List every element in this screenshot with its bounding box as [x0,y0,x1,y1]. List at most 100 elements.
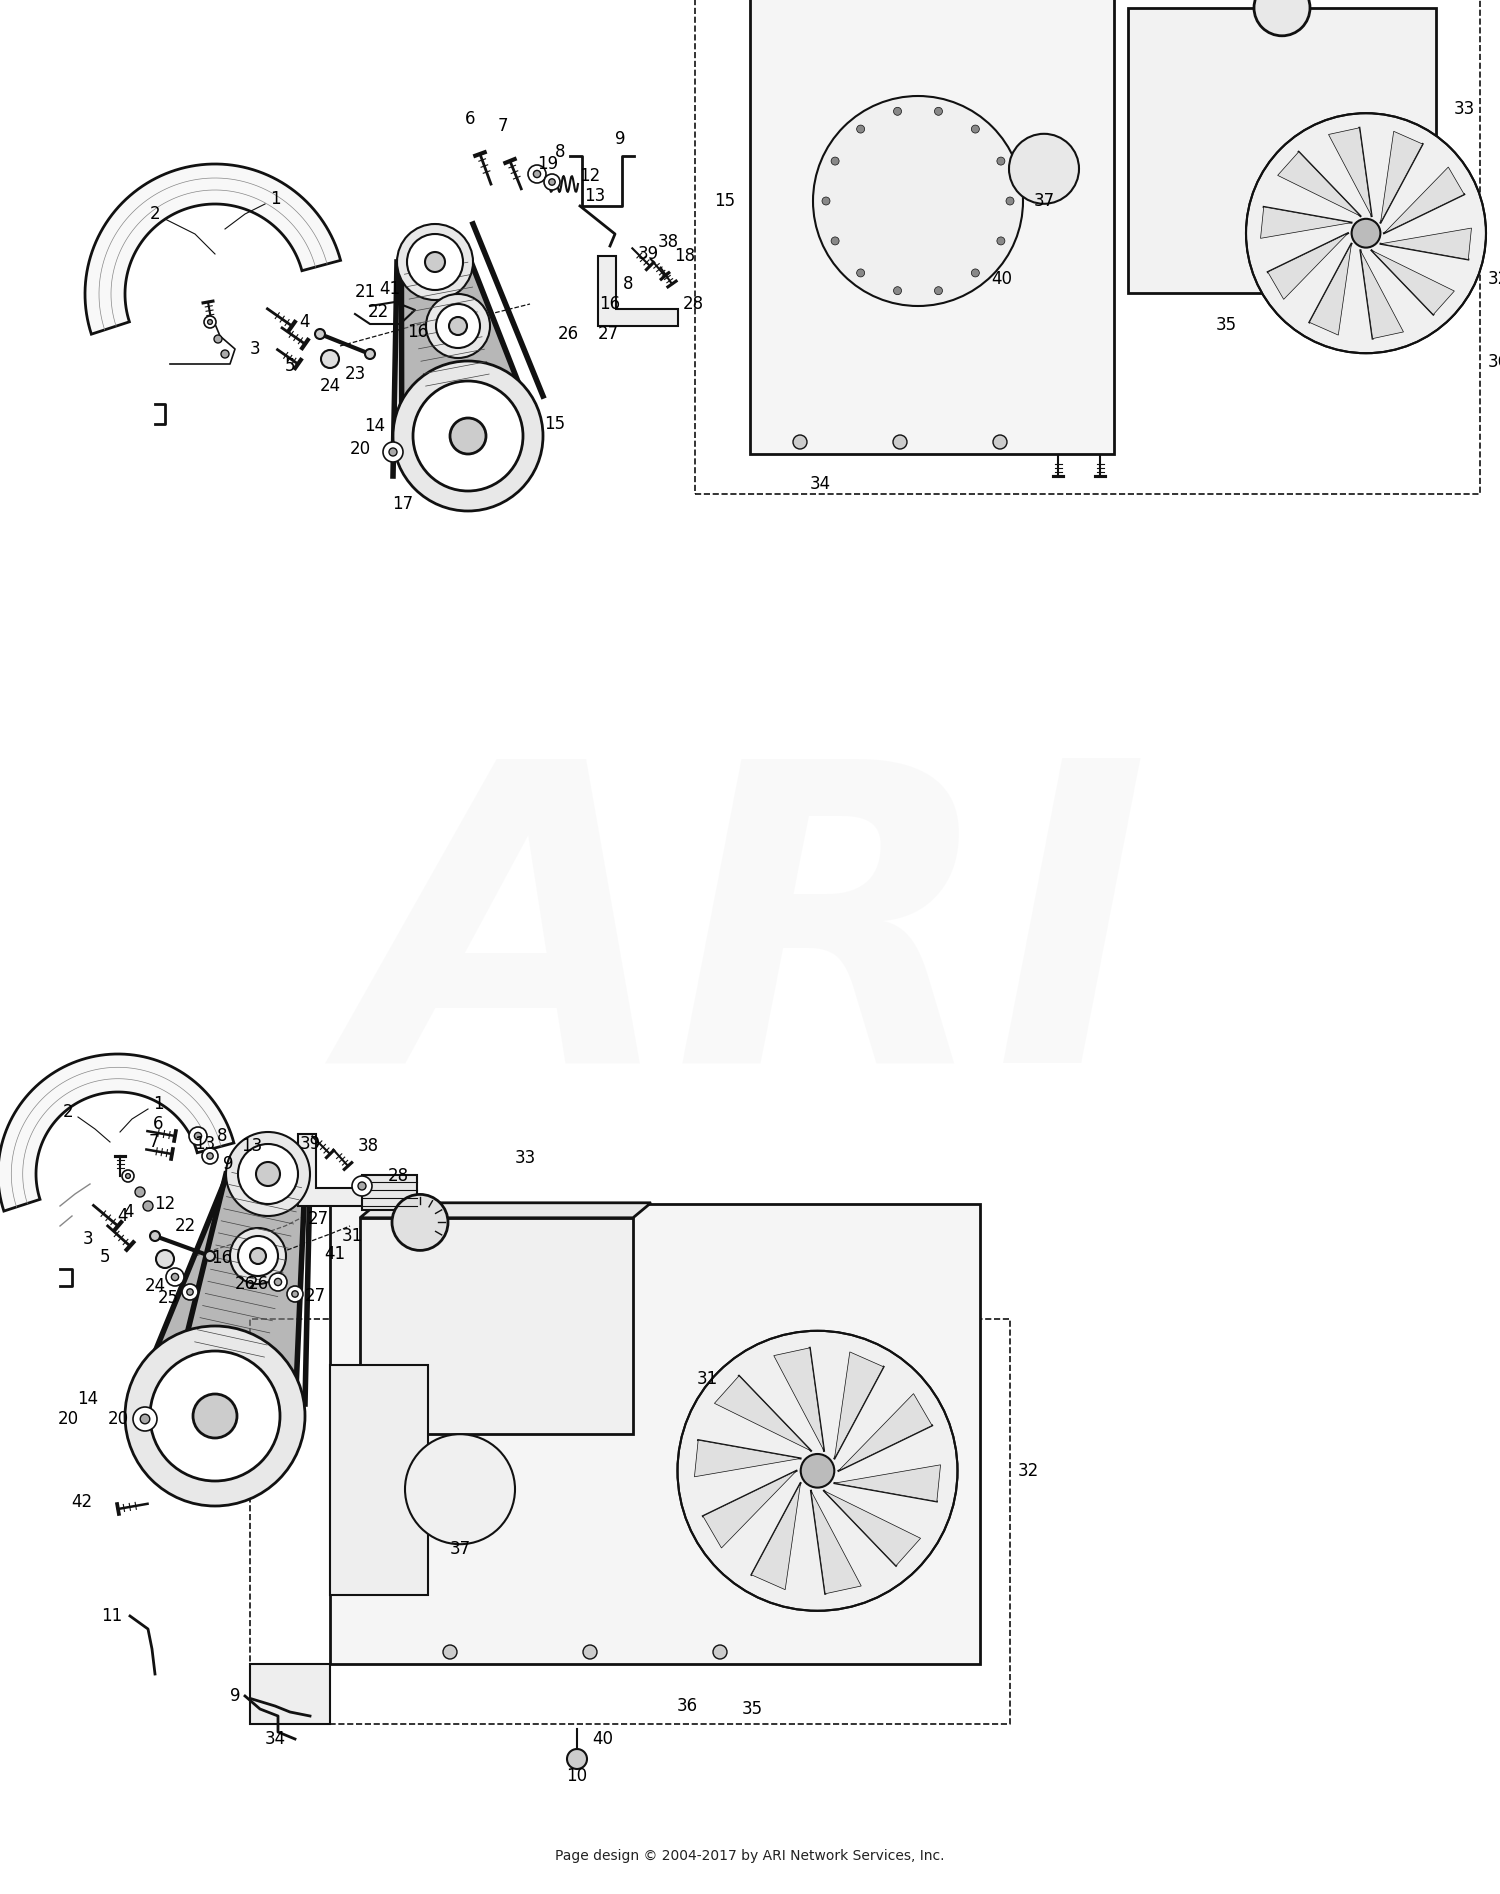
Circle shape [892,436,908,449]
Text: 40: 40 [992,271,1012,288]
Text: 9: 9 [615,131,626,148]
Circle shape [1352,220,1380,248]
Bar [251,1665,330,1724]
Text: 3: 3 [82,1229,93,1248]
Circle shape [894,286,902,295]
Circle shape [934,286,942,295]
Text: 20: 20 [108,1409,129,1428]
Circle shape [156,1250,174,1267]
Text: 20: 20 [350,439,370,458]
Text: 21: 21 [354,282,375,301]
Polygon shape [704,1472,797,1547]
Text: 12: 12 [579,167,600,186]
Polygon shape [598,256,678,326]
Text: 35: 35 [1215,316,1236,333]
Circle shape [406,235,463,290]
Circle shape [171,1273,178,1280]
Circle shape [856,125,864,133]
Circle shape [549,178,555,186]
Circle shape [204,316,216,328]
Text: 8: 8 [555,144,566,161]
Circle shape [972,269,980,277]
Text: 32: 32 [1488,271,1500,288]
Circle shape [448,316,466,335]
Circle shape [998,157,1005,165]
Text: 13: 13 [585,188,606,205]
Polygon shape [0,1055,234,1210]
Circle shape [251,1248,266,1263]
Polygon shape [136,1167,304,1434]
Circle shape [126,1174,130,1178]
Polygon shape [1360,250,1404,339]
Polygon shape [694,1439,801,1477]
Text: 2: 2 [63,1102,74,1121]
Circle shape [567,1748,586,1769]
Polygon shape [1371,250,1455,314]
Circle shape [268,1273,286,1292]
Bar [1128,8,1436,294]
Text: 22: 22 [174,1218,195,1235]
Text: 35: 35 [742,1701,764,1718]
Text: 33: 33 [514,1150,535,1167]
Circle shape [413,381,524,491]
Text: 1: 1 [270,189,280,208]
Circle shape [442,1646,458,1659]
Text: 25: 25 [158,1290,178,1307]
Circle shape [364,348,375,360]
Text: 28: 28 [387,1167,408,1186]
Text: ARI: ARI [351,744,1149,1150]
Text: 16: 16 [408,324,429,341]
Circle shape [424,252,445,273]
Bar [750,0,1114,455]
Circle shape [392,1195,448,1250]
Circle shape [124,1326,304,1506]
Text: 26: 26 [234,1275,255,1294]
Circle shape [140,1415,150,1424]
Polygon shape [86,165,340,333]
Circle shape [321,350,339,367]
Text: Page design © 2004-2017 by ARI Network Services, Inc.: Page design © 2004-2017 by ARI Network S… [555,1849,945,1864]
Text: 31: 31 [696,1369,717,1388]
Text: 16: 16 [600,295,621,313]
Circle shape [189,1127,207,1146]
Text: 17: 17 [393,494,414,513]
Circle shape [584,1646,597,1659]
Circle shape [195,1133,201,1140]
Text: 18: 18 [675,246,696,265]
Circle shape [801,1455,834,1487]
Text: 26: 26 [558,326,579,343]
Text: 14: 14 [364,417,386,436]
Text: 19: 19 [537,155,558,172]
Text: 8: 8 [216,1127,228,1146]
Circle shape [150,1350,280,1481]
Circle shape [450,419,486,455]
Text: 27: 27 [308,1210,328,1227]
Circle shape [813,97,1023,307]
Circle shape [794,436,807,449]
Bar [330,1366,427,1595]
Circle shape [544,174,560,189]
Text: 27: 27 [597,326,618,343]
Text: 28: 28 [682,295,703,313]
Circle shape [142,1201,153,1210]
Circle shape [292,1292,298,1297]
Text: 38: 38 [357,1136,378,1155]
Text: 20: 20 [57,1409,78,1428]
Text: 1: 1 [153,1095,164,1114]
Circle shape [894,108,902,116]
Circle shape [206,1252,214,1261]
Circle shape [122,1170,134,1182]
Text: 32: 32 [1017,1462,1038,1479]
Polygon shape [402,256,534,449]
Circle shape [436,305,480,348]
Circle shape [426,294,490,358]
Text: 15: 15 [544,415,566,434]
Circle shape [405,1434,514,1544]
Circle shape [135,1188,146,1197]
Polygon shape [1384,167,1464,233]
Text: 34: 34 [810,475,831,492]
Text: 33: 33 [1454,100,1474,117]
Circle shape [1007,197,1014,205]
Circle shape [214,335,222,343]
Text: 4: 4 [117,1206,128,1225]
